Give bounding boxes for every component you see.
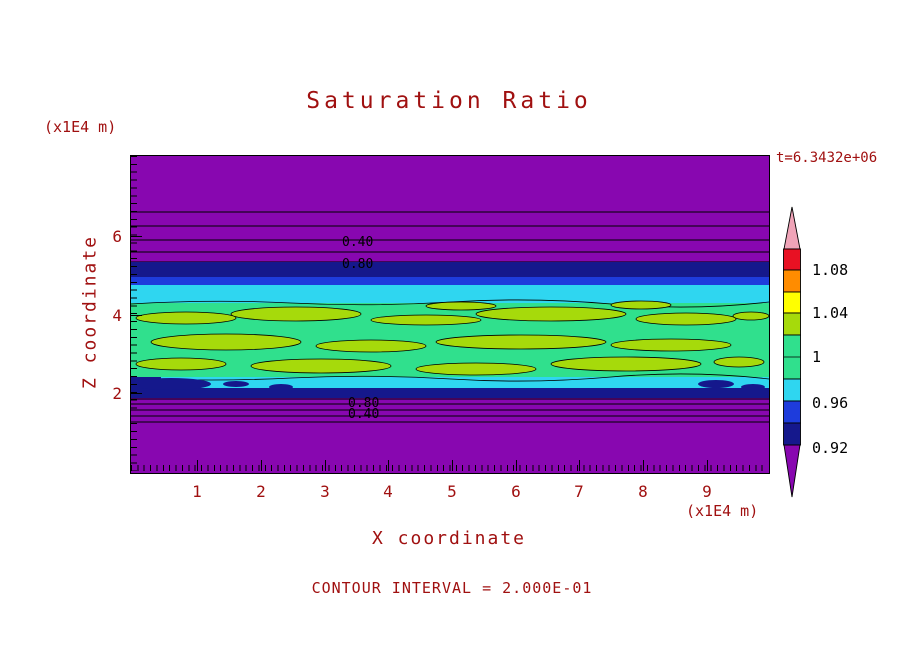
z-axis-major-tick: [131, 236, 142, 237]
x-tick-label-6: 6: [511, 482, 521, 501]
colorbar-top-arrow: [783, 206, 801, 250]
z-tick-label-6: 6: [112, 227, 122, 246]
x-tick-label-2: 2: [256, 482, 266, 501]
contour-interval-note: CONTOUR INTERVAL = 2.000E-01: [311, 579, 593, 597]
x-tick-label-4: 4: [383, 482, 393, 501]
x-axis-title: X coordinate: [371, 528, 527, 549]
time-annotation: t=6.3432e+06: [776, 150, 878, 166]
lower-navy-patches: [131, 377, 765, 391]
colorbar-segment-red: [783, 248, 801, 271]
contour-label-bottom-040: 0.40: [348, 407, 379, 422]
x-tick-label-1: 1: [192, 482, 202, 501]
z-axis-title: Z coordinate: [79, 234, 101, 390]
colorbar-segment-yellow: [783, 291, 801, 314]
colorbar: [783, 206, 801, 498]
contour-plot-svg: 0.40 0.80 0.80 0.40: [131, 156, 769, 473]
x-axis-major-tick: [452, 460, 453, 471]
z-axis-major-tick: [131, 393, 142, 394]
x-axis-minor-ticks: [131, 465, 767, 471]
saturation-bands: [131, 262, 769, 398]
colorbar-bottom-arrow: [783, 444, 801, 498]
x-axis-major-tick: [325, 460, 326, 471]
contour-label-bottom-080: 0.80: [348, 396, 379, 411]
colorbar-segment-cyan: [783, 378, 801, 402]
x-tick-label-3: 3: [320, 482, 330, 501]
z-tick-label-4: 4: [112, 306, 122, 325]
x-axis-major-tick: [261, 460, 262, 471]
lower-contour-lines: [131, 398, 769, 423]
contour-fill-navy-bottom: [131, 388, 769, 398]
contour-fill-cyan-top: [131, 285, 769, 305]
x-axis-major-tick: [197, 460, 198, 471]
yellow-green-lenses: [135, 300, 769, 376]
colorbar-label-092: 0.92: [812, 439, 849, 457]
z-tick-label-2: 2: [112, 384, 122, 403]
z-axis-unit-label: (x1E4 m): [44, 118, 117, 136]
x-tick-label-8: 8: [638, 482, 648, 501]
contour-plot-area: 0.40 0.80 0.80 0.40: [130, 155, 770, 474]
contour-fill-blue-top: [131, 277, 769, 287]
x-tick-label-7: 7: [574, 482, 584, 501]
x-axis-major-tick: [579, 460, 580, 471]
colorbar-segment-yellowgreen: [783, 312, 801, 336]
contour-fill-navy-top: [131, 262, 769, 279]
contour-level-labels: 0.40 0.80 0.80 0.40: [342, 235, 379, 422]
x-axis-major-tick: [643, 460, 644, 471]
colorbar-segment-blue: [783, 400, 801, 424]
contour-label-top-080: 0.80: [342, 257, 373, 272]
contour-label-top-040: 0.40: [342, 235, 373, 250]
x-tick-label-5: 5: [447, 482, 457, 501]
z-axis-minor-ticks: [131, 156, 137, 471]
colorbar-label-108: 1.08: [812, 261, 849, 279]
x-axis-major-tick: [707, 460, 708, 471]
page-title: Saturation Ratio: [306, 88, 592, 114]
colorbar-label-100: 1: [812, 348, 822, 366]
x-tick-label-9: 9: [702, 482, 712, 501]
x-axis-major-tick: [388, 460, 389, 471]
x-axis-major-tick: [516, 460, 517, 471]
x-axis-unit-label: (x1E4 m): [686, 502, 759, 520]
z-axis-major-tick: [131, 315, 142, 316]
upper-contour-lines: [131, 211, 769, 263]
colorbar-segment-orange: [783, 269, 801, 293]
colorbar-segment-navy: [783, 422, 801, 446]
colorbar-label-096: 0.96: [812, 394, 849, 412]
colorbar-label-104: 1.04: [812, 304, 849, 322]
